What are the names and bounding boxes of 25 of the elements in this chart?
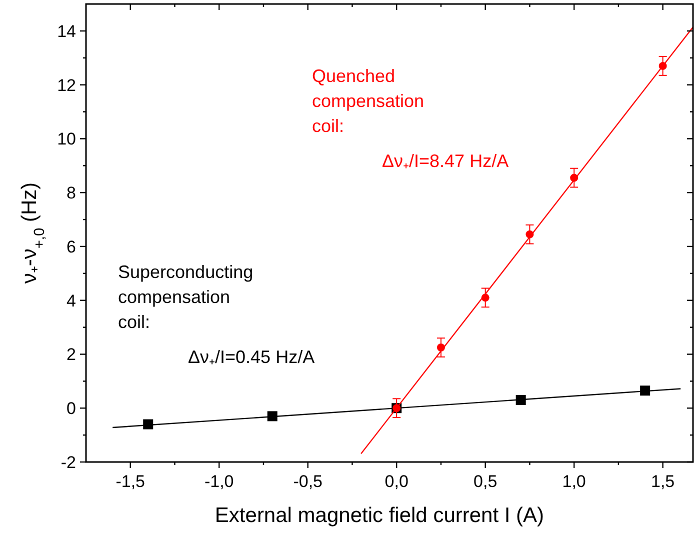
- annotation: Quenched: [312, 66, 396, 86]
- x-tick-label: 1,0: [562, 472, 586, 491]
- y-tick-label: 14: [57, 22, 76, 41]
- y-tick-label: -2: [60, 453, 76, 472]
- y-tick-label: 0: [66, 399, 76, 418]
- annotation: Δν₊/I=8.47 Hz/A: [382, 151, 509, 171]
- x-tick-label: 0,5: [474, 472, 498, 491]
- annotation: coil:: [312, 116, 344, 136]
- y-tick-label: 8: [66, 184, 76, 203]
- x-tick-label: 0,0: [384, 472, 408, 491]
- annotation: compensation: [118, 287, 230, 307]
- y-tick-label: 2: [66, 345, 76, 364]
- y-tick-label: 4: [66, 291, 76, 310]
- x-tick-label: -1,5: [116, 472, 146, 491]
- x-axis-title: External magnetic field current I (A): [214, 504, 544, 527]
- annotation: coil:: [118, 312, 150, 332]
- annotation: Δν₊/I=0.45 Hz/A: [188, 347, 315, 367]
- x-tick-label: -1,0: [204, 472, 234, 491]
- annotation: compensation: [312, 91, 424, 111]
- x-tick-label: -0,5: [293, 472, 323, 491]
- y-tick-label: 10: [57, 130, 76, 149]
- y-tick-label: 12: [57, 76, 76, 95]
- annotation: Superconducting: [118, 262, 254, 282]
- y-tick-label: 6: [66, 237, 76, 256]
- x-tick-label: 1,5: [651, 472, 675, 491]
